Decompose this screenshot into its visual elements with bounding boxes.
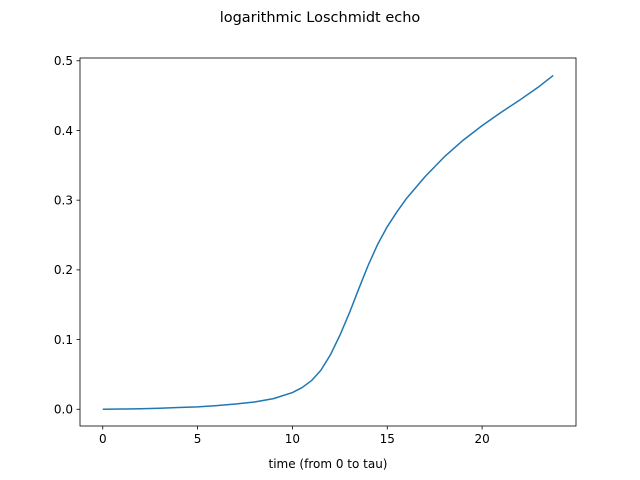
x-tick-label: 5: [194, 432, 202, 446]
x-tick-label: 10: [285, 432, 300, 446]
y-tick-label: 0.1: [54, 333, 73, 347]
y-tick-label: 0.2: [54, 263, 73, 277]
x-axis-label: time (from 0 to tau): [268, 457, 387, 471]
chart-title: logarithmic Loschmidt echo: [220, 10, 421, 26]
y-tick-label: 0.3: [54, 193, 73, 207]
x-tick-label: 0: [99, 432, 107, 446]
axes-frame: [79, 57, 577, 427]
y-tick-label: 0.4: [54, 124, 73, 138]
series-line-0: [102, 74, 554, 411]
x-tick-label: 15: [380, 432, 395, 446]
x-tick-label: 20: [474, 432, 489, 446]
y-tick-label: 0.5: [54, 54, 73, 68]
y-tick-label: 0.0: [54, 403, 73, 417]
plot-area: 0 5 10 15 20 0.0 0.1 0.2 0.3 0.4 0.5: [54, 54, 577, 446]
